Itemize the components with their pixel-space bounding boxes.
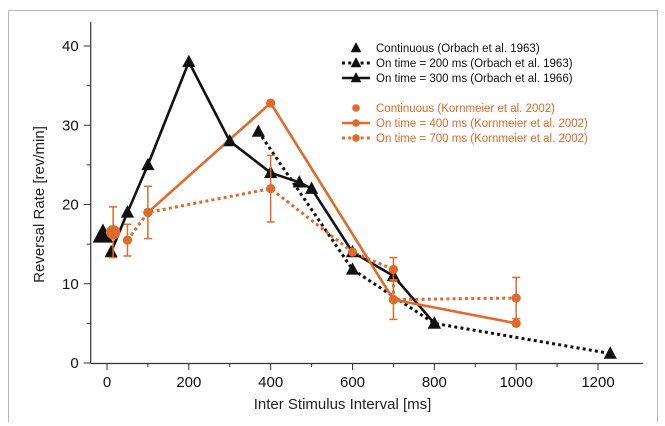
data-point xyxy=(120,205,135,218)
plot-area xyxy=(92,54,617,359)
data-point xyxy=(92,223,114,243)
x-tick-label: 800 xyxy=(422,374,447,391)
legend-marker xyxy=(350,72,362,83)
x-tick-label: 600 xyxy=(340,374,365,391)
y-tick-label: 20 xyxy=(62,197,79,214)
data-point xyxy=(345,262,360,275)
data-point xyxy=(292,175,306,188)
data-point xyxy=(304,181,319,194)
x-tick-label: 1200 xyxy=(581,374,614,391)
data-point xyxy=(511,318,521,328)
data-point xyxy=(223,133,237,147)
legend-label: On time = 700 ms (Kornmeier et al. 2002) xyxy=(376,133,588,145)
legend-item-orbach-continuous: Continuous (Orbach et al. 1963) xyxy=(350,42,540,55)
y-tick-label: 30 xyxy=(62,117,79,134)
y-tick-label: 10 xyxy=(62,276,79,293)
data-point xyxy=(104,244,118,258)
kornmeier-700ms-series xyxy=(122,154,521,321)
orbach-200ms-line xyxy=(257,130,611,355)
y-tick-label: 0 xyxy=(70,355,78,372)
legend-item-orbach-300ms: On time = 300 ms (Orbach et al. 1966) xyxy=(342,72,573,85)
data-point xyxy=(266,98,276,108)
figure-frame xyxy=(8,10,658,422)
data-point xyxy=(388,294,399,305)
legend-item-orbach-200ms: On time = 200 ms (Orbach et al. 1963) xyxy=(342,57,573,70)
data-point xyxy=(427,316,441,329)
legend-marker xyxy=(350,57,362,68)
legend-marker xyxy=(352,119,360,127)
x-tick-label: 0 xyxy=(103,374,111,391)
data-point xyxy=(105,225,121,240)
data-point xyxy=(143,207,153,218)
x-tick-label: 400 xyxy=(258,374,283,391)
data-point xyxy=(266,184,276,194)
data-point xyxy=(251,124,265,137)
y-axis-title: Reversal Rate [rev/min] xyxy=(31,126,48,283)
data-point xyxy=(388,264,399,275)
legend-label: Continuous (Orbach et al. 1963) xyxy=(376,43,540,55)
orbach-continuous-series xyxy=(92,223,114,243)
legend-item-kornmeier-700ms: On time = 700 ms (Kornmeier et al. 2002) xyxy=(342,133,588,145)
data-point xyxy=(347,247,358,257)
axes: 0 200 400 600 800 1000 1200 0 10 20 30 40 xyxy=(62,22,643,391)
legend-marker xyxy=(352,104,360,112)
kornmeier-400ms-line xyxy=(147,101,517,325)
data-point xyxy=(182,54,196,68)
legend: Continuous (Orbach et al. 1963) On time =… xyxy=(342,42,588,145)
x-tick-label: 1000 xyxy=(499,374,532,391)
x-tick-label: 200 xyxy=(176,374,201,391)
data-point xyxy=(141,157,155,171)
legend-label: On time = 300 ms (Orbach et al. 1966) xyxy=(376,73,573,85)
legend-item-kornmeier-400ms: On time = 400 ms (Kornmeier et al. 2002) xyxy=(342,118,588,130)
legend-item-kornmeier-continuous: Continuous (Kornmeier et al. 2002) xyxy=(352,103,555,115)
data-point xyxy=(511,293,521,303)
x-axis-title: Inter Stimulus Interval [ms] xyxy=(254,396,432,413)
legend-label: On time = 400 ms (Kornmeier et al. 2002) xyxy=(376,118,588,130)
legend-label: On time = 200 ms (Orbach et al. 1963) xyxy=(376,58,573,70)
y-tick-label: 40 xyxy=(62,38,79,55)
legend-marker xyxy=(350,42,362,53)
legend-label: Continuous (Kornmeier et al. 2002) xyxy=(376,103,555,115)
legend-marker xyxy=(352,134,360,142)
kornmeier-continuous-series xyxy=(105,206,121,259)
data-point xyxy=(122,235,133,245)
data-point xyxy=(603,346,617,359)
